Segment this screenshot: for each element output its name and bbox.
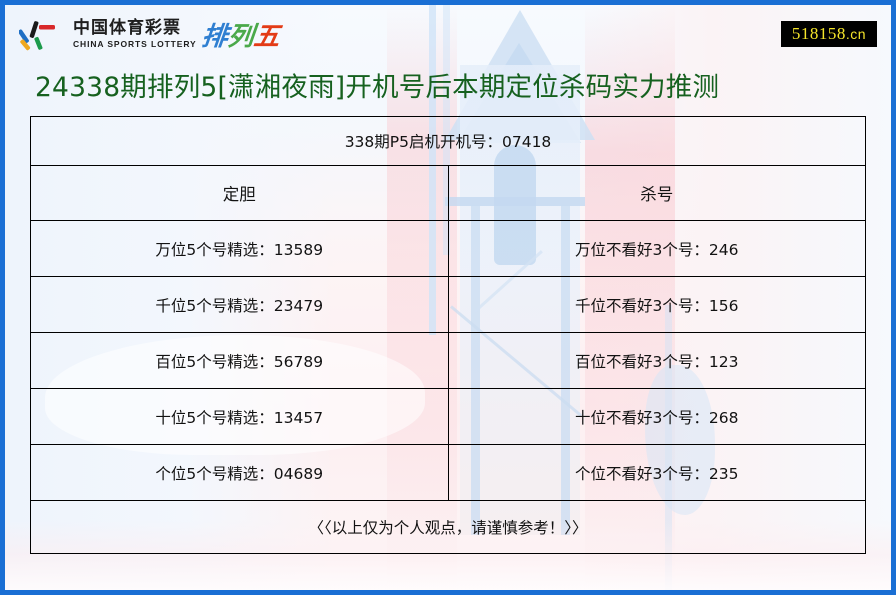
table-row: 个位5个号精选：04689 个位不看好3个号：235: [30, 444, 866, 501]
brand-name-cn: 中国体育彩票: [73, 17, 181, 38]
dan-cell-ge: 个位5个号精选：04689: [30, 444, 449, 501]
game-logo-char-1: 排: [199, 21, 229, 52]
sha-cell-shi: 十位不看好3个号：268: [447, 388, 866, 445]
sha-cell-ge: 个位不看好3个号：235: [447, 444, 866, 501]
table-row: 万位5个号精选：13589 万位不看好3个号：246: [30, 220, 866, 277]
watermark-badge: 518158.cn: [780, 20, 877, 48]
brand-text: 中国体育彩票 CHINA SPORTS LOTTERY: [73, 17, 197, 49]
table-row: 千位5个号精选：23479 千位不看好3个号：156: [30, 276, 866, 333]
china-sports-lottery-logo-icon: [19, 21, 55, 51]
page-title: 24338期排列5[潇湘夜雨]开机号后本期定位杀码实力推测: [35, 72, 720, 103]
dan-cell-shi: 十位5个号精选：13457: [30, 388, 449, 445]
open-number-cell: 338期P5启机开机号：07418: [30, 116, 866, 166]
table-row-disclaimer: 〈〈以上仅为个人观点，请谨慎参考！〉〉: [30, 500, 866, 554]
brand-lockup: 中国体育彩票 CHINA SPORTS LOTTERY: [19, 17, 197, 51]
column-header-shahao: 杀号: [447, 165, 866, 221]
sha-cell-qian: 千位不看好3个号：156: [447, 276, 866, 333]
prediction-table: 338期P5启机开机号：07418 定胆 杀号 万位5个号精选：13589 万位…: [30, 116, 866, 554]
table-row: 十位5个号精选：13457 十位不看好3个号：268: [30, 388, 866, 445]
sha-cell-wan: 万位不看好3个号：246: [447, 220, 866, 277]
game-logo-pailie5: 排列五: [200, 16, 282, 53]
dan-cell-bai: 百位5个号精选：56789: [30, 332, 449, 389]
watermark-domain: 518158: [791, 23, 846, 43]
sha-cell-bai: 百位不看好3个号：123: [447, 332, 866, 389]
table-row: 百位5个号精选：56789 百位不看好3个号：123: [30, 332, 866, 389]
column-header-dingdan: 定胆: [30, 165, 449, 221]
game-logo-char-2: 列: [225, 21, 255, 52]
disclaimer-cell: 〈〈以上仅为个人观点，请谨慎参考！〉〉: [30, 500, 866, 554]
dan-cell-qian: 千位5个号精选：23479: [30, 276, 449, 333]
table-row-open-number: 338期P5启机开机号：07418: [30, 116, 866, 166]
brand-name-en: CHINA SPORTS LOTTERY: [73, 38, 197, 49]
site-header: 中国体育彩票 CHINA SPORTS LOTTERY 排列五 518158.c…: [5, 5, 891, 63]
watermark-tld: .cn: [845, 25, 866, 42]
game-logo-char-3: 五: [251, 21, 281, 52]
dan-cell-wan: 万位5个号精选：13589: [30, 220, 449, 277]
table-row-column-headers: 定胆 杀号: [30, 165, 866, 221]
